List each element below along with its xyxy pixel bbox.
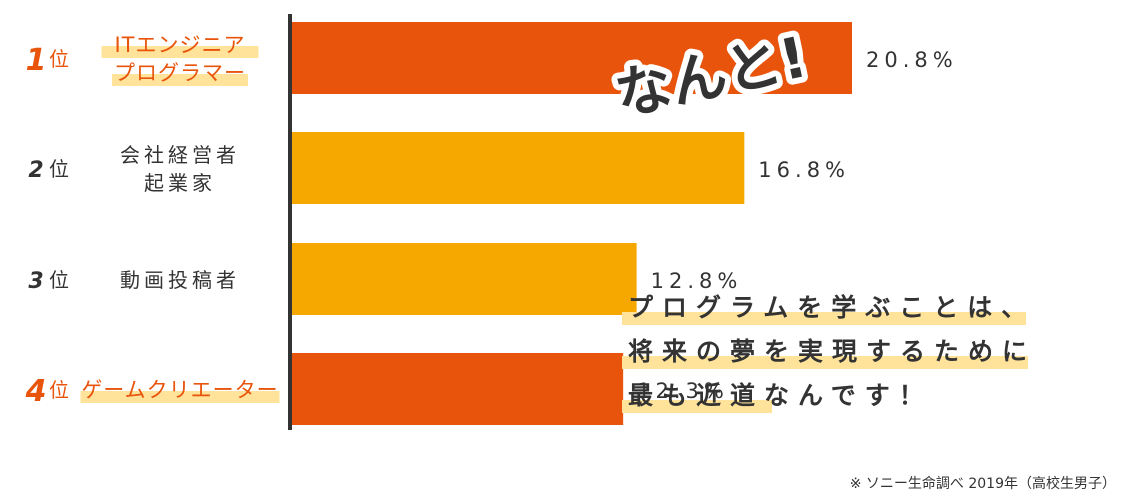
bars	[292, 22, 852, 425]
rank-suffix-3: 位	[49, 268, 69, 292]
value-label-2: 16.8%	[758, 158, 850, 182]
rank-suffix-1: 位	[49, 47, 69, 71]
message-line-2: 将来の夢を実現するために	[628, 337, 1036, 366]
rank-suffix-4: 位	[49, 378, 69, 402]
message-line-1: プログラムを学ぶことは、	[628, 293, 1035, 322]
message-marker	[622, 312, 1026, 325]
bar-rank-2	[292, 132, 745, 204]
category-label-3: 動画投稿者	[120, 268, 240, 292]
value-label-1: 20.8%	[866, 48, 958, 72]
bar-rank-1	[292, 22, 852, 94]
category-marker	[112, 74, 248, 86]
rank-number-1: 1	[26, 43, 47, 78]
bar-rank-3	[292, 243, 637, 315]
rank-number-3: 3	[28, 269, 43, 294]
bar-rank-4	[292, 353, 624, 425]
category-marker	[101, 46, 259, 58]
rank-number-4: 4	[25, 374, 47, 409]
value-labels: 20.8% 16.8% 12.8% 12.3%	[637, 48, 958, 403]
category-label-1: ITエンジニア	[114, 33, 245, 57]
category-label-2: 会社経営者	[120, 143, 240, 167]
category-label-4: ゲームクリエーター	[81, 378, 278, 402]
message-marker	[622, 400, 772, 413]
category-labels: 1 位ITエンジニアプログラマー2 位会社経営者起業家3 位動画投稿者4 位ゲームクリエ…	[25, 33, 280, 409]
message-marker	[622, 356, 1028, 369]
category-marker	[80, 391, 280, 403]
message-line-3: 最も近道なんです！	[628, 381, 933, 410]
rank-number-2: 2	[28, 158, 43, 183]
source-note: ※ ソニー生命調べ 2019年（高校生男子）	[850, 475, 1116, 492]
value-label-4: 12.3%	[637, 379, 729, 403]
value-label-3: 12.8%	[651, 269, 743, 293]
category-label-1: プログラマー	[114, 61, 246, 85]
rank-suffix-2: 位	[49, 157, 69, 181]
category-label-2: 起業家	[144, 171, 216, 195]
